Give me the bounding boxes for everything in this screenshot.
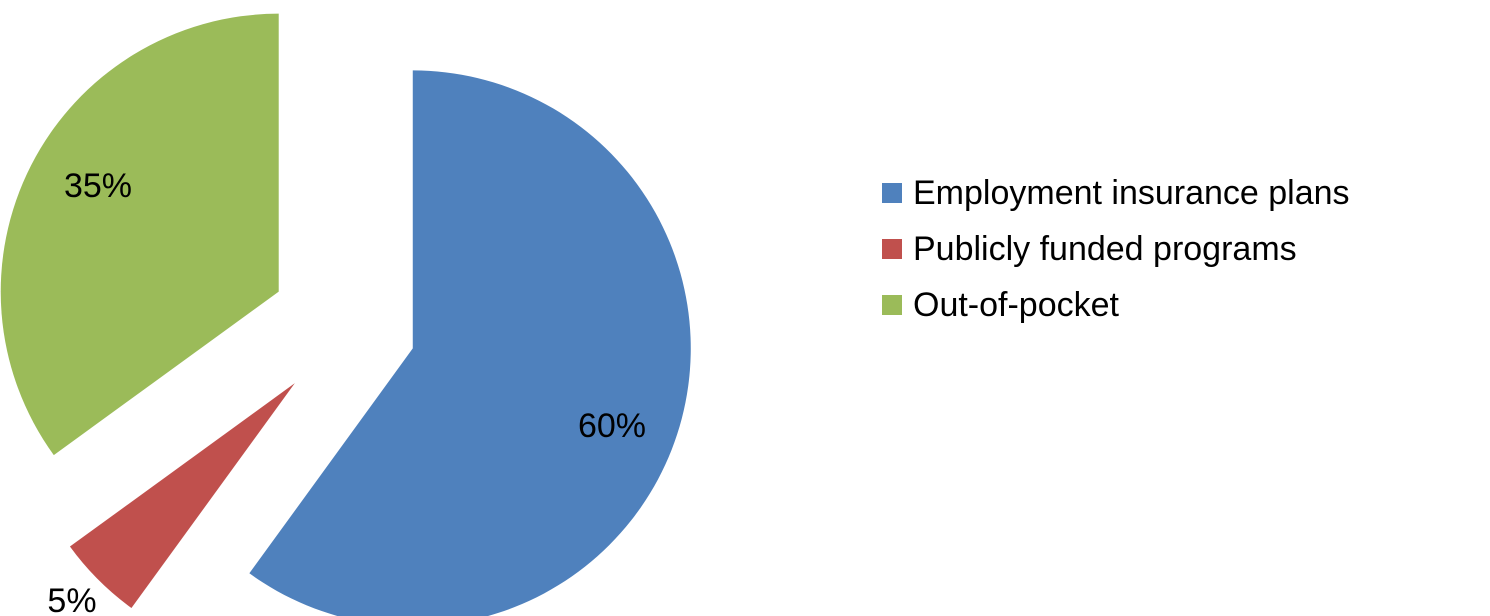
- pie-slice-out-of-pocket: [0, 13, 279, 456]
- legend-label-publicly-funded-programs: Publicly funded programs: [913, 229, 1297, 268]
- legend-label-employment-insurance-plans: Employment insurance plans: [913, 173, 1350, 212]
- legend-label-out-of-pocket: Out-of-pocket: [913, 285, 1119, 324]
- data-label-publicly-funded-programs: 5%: [47, 582, 96, 616]
- legend-item-out-of-pocket: Out-of-pocket: [882, 277, 1350, 333]
- legend-swatch-publicly-funded-programs: [882, 239, 902, 259]
- legend: Employment insurance plans Publicly fund…: [882, 165, 1350, 333]
- legend-item-publicly-funded-programs: Publicly funded programs: [882, 221, 1350, 277]
- pie-slice-employment-insurance-plans: [249, 70, 691, 616]
- legend-item-employment-insurance-plans: Employment insurance plans: [882, 165, 1350, 221]
- legend-swatch-out-of-pocket: [882, 295, 902, 315]
- legend-swatch-employment-insurance-plans: [882, 183, 902, 203]
- data-label-out-of-pocket: 35%: [64, 167, 132, 205]
- data-label-employment-insurance-plans: 60%: [578, 407, 646, 445]
- pie-slice-publicly-funded-programs: [69, 383, 295, 609]
